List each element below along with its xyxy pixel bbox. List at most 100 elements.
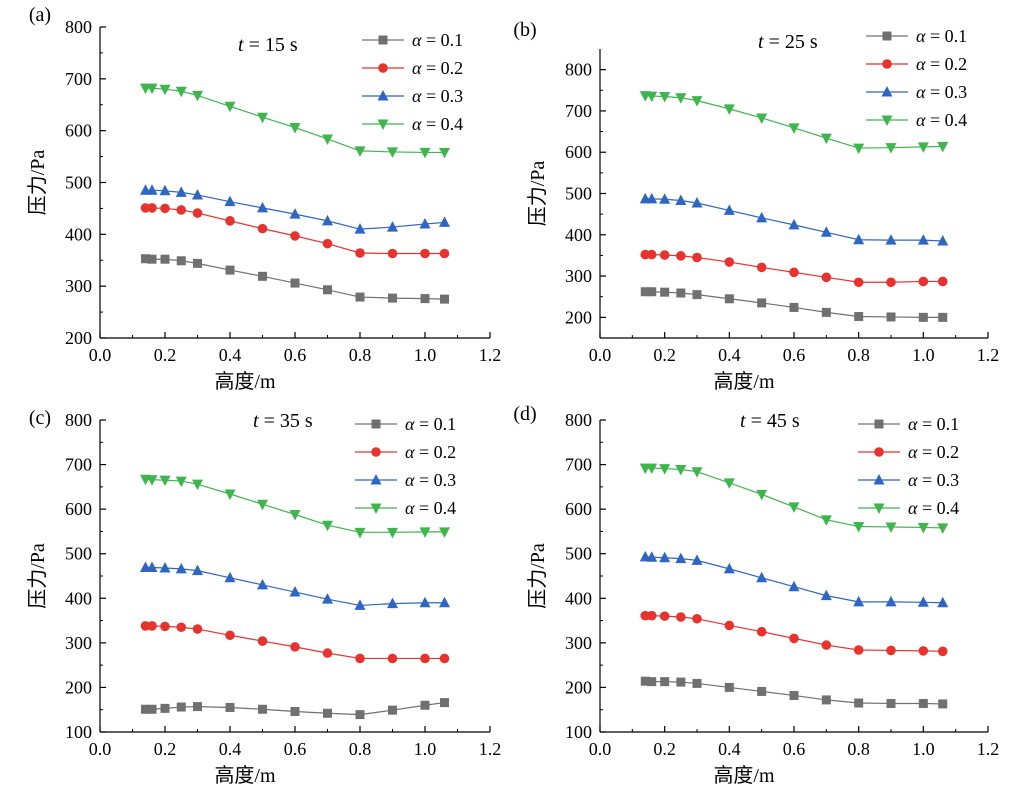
- data-point: [420, 700, 430, 710]
- data-point: [938, 312, 948, 322]
- data-point: [225, 702, 235, 712]
- data-point: [788, 502, 800, 513]
- data-point: [355, 653, 365, 664]
- panel-label: (a): [29, 4, 51, 26]
- y-tick-label: 600: [65, 499, 92, 519]
- data-point: [854, 698, 864, 708]
- data-point: [146, 184, 158, 195]
- data-point: [176, 622, 187, 633]
- y-tick-label: 600: [565, 142, 592, 162]
- y-tick-label: 400: [65, 588, 92, 608]
- time-annotation: t = 35 s: [253, 410, 313, 432]
- x-tick-label: 0.4: [219, 345, 242, 365]
- data-point: [323, 285, 332, 295]
- data-point: [388, 293, 397, 303]
- data-point: [647, 287, 657, 297]
- legend-symbol: α: [412, 30, 422, 50]
- data-point: [224, 101, 236, 113]
- data-point: [660, 287, 670, 297]
- legend-value: = 0.1: [421, 30, 463, 50]
- x-tick-label: 0.0: [89, 739, 112, 759]
- data-point: [937, 523, 949, 534]
- legend-marker: [881, 115, 893, 126]
- data-point: [659, 611, 670, 621]
- data-point: [322, 520, 333, 532]
- y-axis-label: 压力/Pa: [526, 161, 549, 227]
- x-tick-label: 1.2: [479, 345, 502, 365]
- data-point: [937, 234, 949, 246]
- y-tick-label: 200: [565, 307, 592, 327]
- data-point: [354, 223, 366, 234]
- y-tick-label: 500: [565, 544, 592, 564]
- data-point: [820, 589, 832, 601]
- y-axis-label: 压力/Pa: [526, 543, 549, 609]
- data-point: [937, 596, 949, 608]
- x-tick-label: 0.6: [284, 345, 307, 365]
- data-point: [322, 648, 333, 658]
- data-point: [439, 653, 450, 664]
- data-point: [789, 633, 799, 644]
- data-point: [646, 91, 658, 103]
- data-point: [757, 686, 767, 696]
- data-point: [388, 705, 397, 715]
- data-point: [354, 527, 366, 539]
- data-point: [647, 677, 657, 687]
- data-point: [159, 561, 171, 573]
- data-point: [691, 467, 703, 478]
- data-point: [640, 287, 650, 297]
- data-point: [175, 476, 187, 488]
- legend-value: = 0.3: [414, 470, 456, 490]
- data-point: [659, 551, 671, 563]
- x-tick-label: 0.6: [783, 739, 806, 759]
- data-point: [756, 489, 768, 501]
- x-tick-label: 0.2: [653, 345, 676, 365]
- y-tick-label: 800: [565, 60, 592, 80]
- data-point: [676, 288, 686, 298]
- y-tick-label: 700: [565, 101, 592, 121]
- data-point: [322, 214, 333, 226]
- data-point: [937, 276, 948, 287]
- data-point: [192, 564, 203, 576]
- data-point: [257, 578, 268, 590]
- series-line-4: [645, 467, 943, 529]
- legend-label: α = 0.4: [908, 498, 959, 518]
- legend-symbol: α: [916, 82, 926, 102]
- y-tick-label: 200: [65, 328, 92, 348]
- legend-value: = 0.1: [925, 26, 967, 46]
- data-point: [419, 527, 431, 538]
- data-point: [917, 596, 929, 607]
- chart-panel-3: 0.0 0.2 0.4 0.6 0.8 1.0 1.2 100 200 300 400 500 600 7…: [26, 407, 501, 787]
- legend-marker: [874, 419, 884, 429]
- series-line-4: [645, 95, 943, 149]
- data-point: [659, 91, 671, 103]
- data-point: [355, 248, 365, 258]
- x-tick-label: 0.4: [219, 739, 242, 759]
- x-tick-label: 1.0: [414, 345, 437, 365]
- x-axis-label: 高度/m: [713, 370, 775, 393]
- legend-value: = 0.4: [917, 498, 959, 518]
- y-tick-label: 100: [65, 722, 92, 742]
- data-point: [257, 223, 268, 234]
- time-value: = 25 s: [764, 31, 818, 53]
- legend-value: = 0.1: [917, 414, 959, 434]
- legend-value: = 0.2: [917, 442, 959, 462]
- legend-value: = 0.4: [925, 110, 967, 130]
- data-point: [676, 251, 686, 261]
- legend-value: = 0.3: [917, 470, 959, 490]
- data-point: [192, 624, 203, 634]
- data-point: [439, 248, 450, 259]
- legend-marker: [377, 90, 389, 101]
- legend-symbol: α: [412, 86, 422, 106]
- data-point: [853, 277, 864, 288]
- legend-value: = 0.3: [925, 82, 967, 102]
- time-variable: t: [758, 31, 764, 53]
- data-point: [322, 238, 333, 249]
- data-point: [821, 695, 831, 705]
- data-point: [147, 704, 157, 714]
- legend-value: = 0.3: [421, 86, 463, 106]
- data-point: [141, 254, 150, 264]
- legend-symbol: α: [908, 470, 918, 490]
- legend: α = 0.1α = 0.2α = 0.3α = 0.4: [362, 30, 463, 134]
- y-tick-label: 800: [65, 410, 92, 430]
- data-point: [192, 188, 203, 200]
